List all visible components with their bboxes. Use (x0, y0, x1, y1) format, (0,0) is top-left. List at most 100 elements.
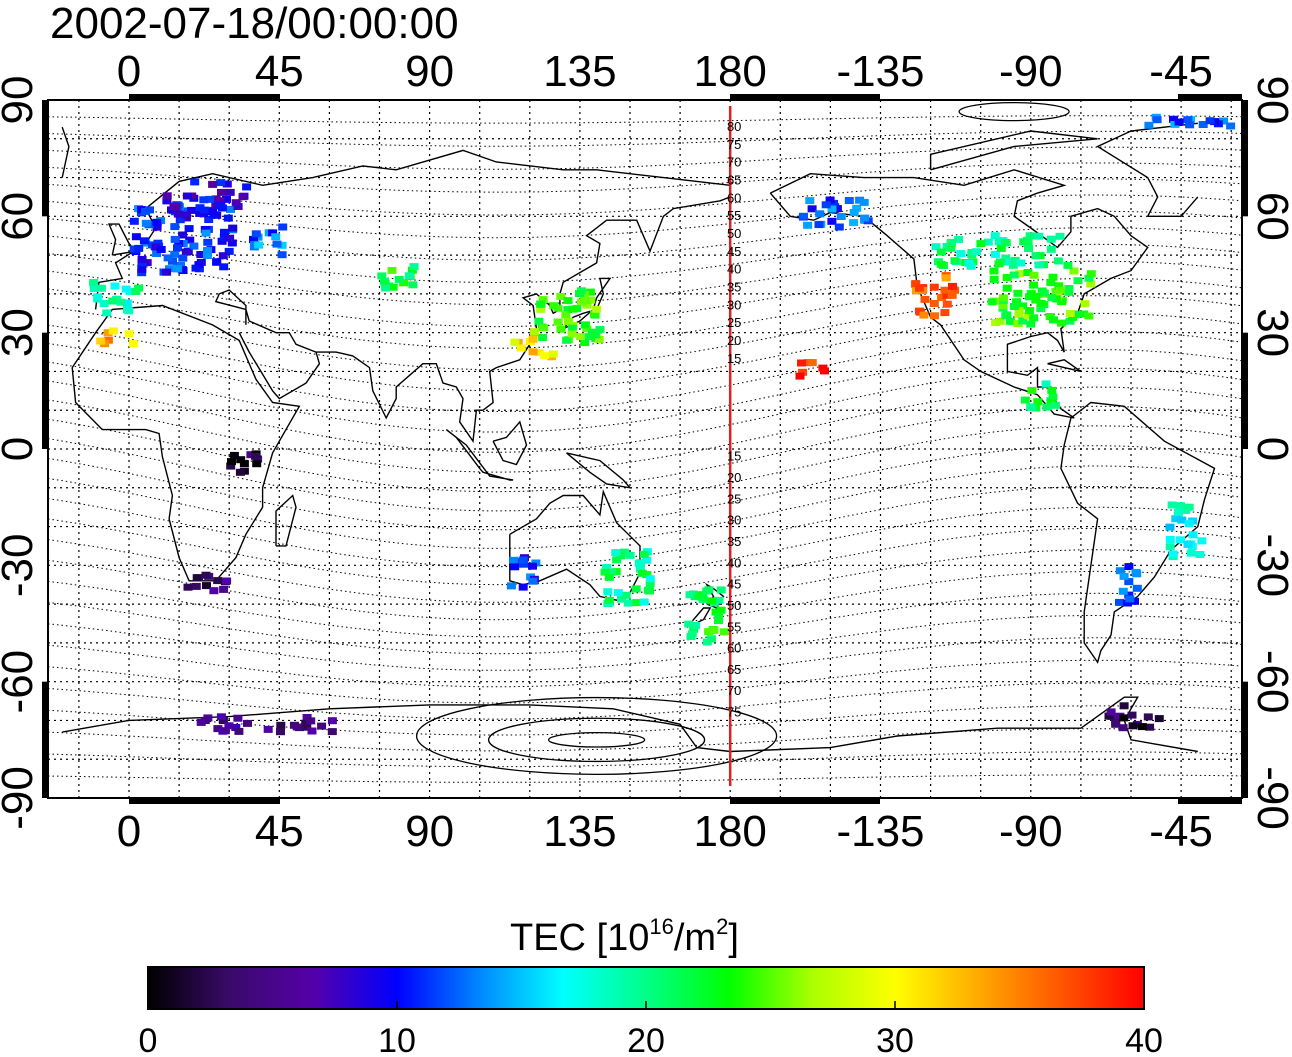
axis-tick-bar (129, 798, 280, 804)
tec-pixel (1034, 261, 1044, 269)
tec-pixel (1054, 282, 1064, 290)
tec-pixel (192, 574, 202, 582)
tec-pixel (1183, 116, 1193, 124)
right-lat-tick-label: 90 (1248, 76, 1292, 125)
tec-pixel (563, 318, 573, 325)
tec-pixel (203, 238, 213, 246)
coastline (566, 452, 632, 489)
tec-pixel (317, 722, 327, 730)
tec-pixel (621, 591, 631, 599)
tec-pixel (1025, 307, 1035, 315)
tec-pixel (1013, 320, 1023, 327)
map-timestamp-title: 2002-07-18/00:00:00 (50, 0, 459, 48)
tec-cluster (911, 272, 960, 320)
tec-pixel (1143, 713, 1153, 721)
tec-pixel (124, 330, 134, 338)
tec-pixel (191, 264, 201, 272)
tec-pixel (1026, 403, 1036, 411)
tec-pixel (942, 300, 952, 308)
tec-pixel (538, 334, 548, 341)
tec-pixel (704, 628, 714, 636)
right-lat-tick-label: -90 (1248, 766, 1292, 830)
magnetic-latitude-line (48, 277, 1242, 349)
tec-pixel (246, 451, 256, 459)
tec-pixel (691, 622, 701, 629)
tec-pixel (1197, 537, 1207, 545)
coastline (316, 196, 731, 444)
tec-pixel (1046, 279, 1056, 287)
colorbar-tick-label: 20 (627, 1022, 665, 1057)
tec-pixel (553, 318, 563, 326)
tec-pixel (190, 178, 200, 186)
left-lat-tick-label: 0 (0, 437, 42, 461)
tec-pixel (145, 206, 154, 214)
tec-pixel (976, 240, 986, 248)
tec-pixel (1130, 597, 1139, 605)
magnetic-latitude-line (48, 210, 1242, 261)
tec-pixel (632, 599, 642, 607)
tec-pixel (942, 291, 952, 299)
tec-pixel (1012, 298, 1021, 306)
tec-pixel (941, 274, 951, 282)
meridian-mlat-label: 70 (727, 155, 741, 170)
tec-pixel (1001, 239, 1010, 246)
tec-pixel (1023, 269, 1033, 276)
tec-pixel (702, 587, 712, 595)
tec-pixel (225, 234, 235, 242)
map-frame (42, 94, 1248, 804)
top-lon-tick-label: 135 (543, 47, 616, 96)
tec-pixel (307, 727, 317, 735)
tec-pixel (175, 216, 185, 224)
tec-pixel (212, 258, 222, 266)
tec-pixel (228, 224, 238, 232)
tec-pixel (215, 197, 225, 205)
tec-pixel (929, 283, 939, 291)
tec-pixel (1026, 320, 1036, 328)
tec-pixel (1124, 563, 1134, 571)
tec-pixel (1041, 380, 1051, 388)
tec-pixel (998, 302, 1008, 310)
tec-pixel (156, 246, 166, 253)
tec-pixel (689, 625, 699, 633)
tec-pixel (1137, 723, 1147, 731)
tec-pixel (1104, 712, 1114, 720)
tec-pixel (1118, 724, 1128, 732)
tec-pixel (834, 223, 844, 231)
tec-pixel (1047, 294, 1057, 302)
tec-pixel (931, 243, 941, 251)
tec-pixel (534, 317, 544, 325)
meridian-mlat-label: 65 (727, 662, 741, 677)
tec-pixel (134, 244, 144, 252)
tec-pixel (227, 239, 237, 247)
tec-pixel (616, 552, 626, 560)
tec-pixel (956, 250, 966, 258)
meridian-mlat-label: 25 (727, 315, 741, 330)
tec-pixel (836, 213, 846, 220)
tec-pixel (1205, 117, 1215, 125)
tec-pixel (567, 330, 577, 338)
tec-pixel (1049, 316, 1058, 324)
coastline (214, 289, 321, 400)
tec-pixel (217, 237, 227, 245)
coastline (445, 429, 514, 481)
tec-cluster (1165, 501, 1207, 561)
tec-pixel (216, 713, 226, 721)
tec-pixel (201, 571, 211, 579)
tec-pixel (203, 247, 212, 254)
tec-pixel (189, 242, 199, 250)
tec-pixel (1219, 117, 1229, 125)
tec-pixel (1144, 121, 1154, 129)
tec-pixel (213, 725, 223, 733)
tec-pixel (277, 251, 287, 259)
meridian-mlat-label: 15 (727, 449, 741, 464)
tec-pixel (151, 243, 161, 251)
tec-pixel (530, 328, 539, 336)
tec-pixel (177, 266, 187, 274)
tec-pixel (179, 207, 188, 215)
tec-pixel (226, 205, 235, 213)
tec-pixel (1111, 719, 1121, 727)
tec-pixel (327, 717, 337, 725)
tec-pixel (803, 221, 813, 229)
tec-pixel (1167, 501, 1177, 509)
tec-pixel (226, 462, 236, 470)
